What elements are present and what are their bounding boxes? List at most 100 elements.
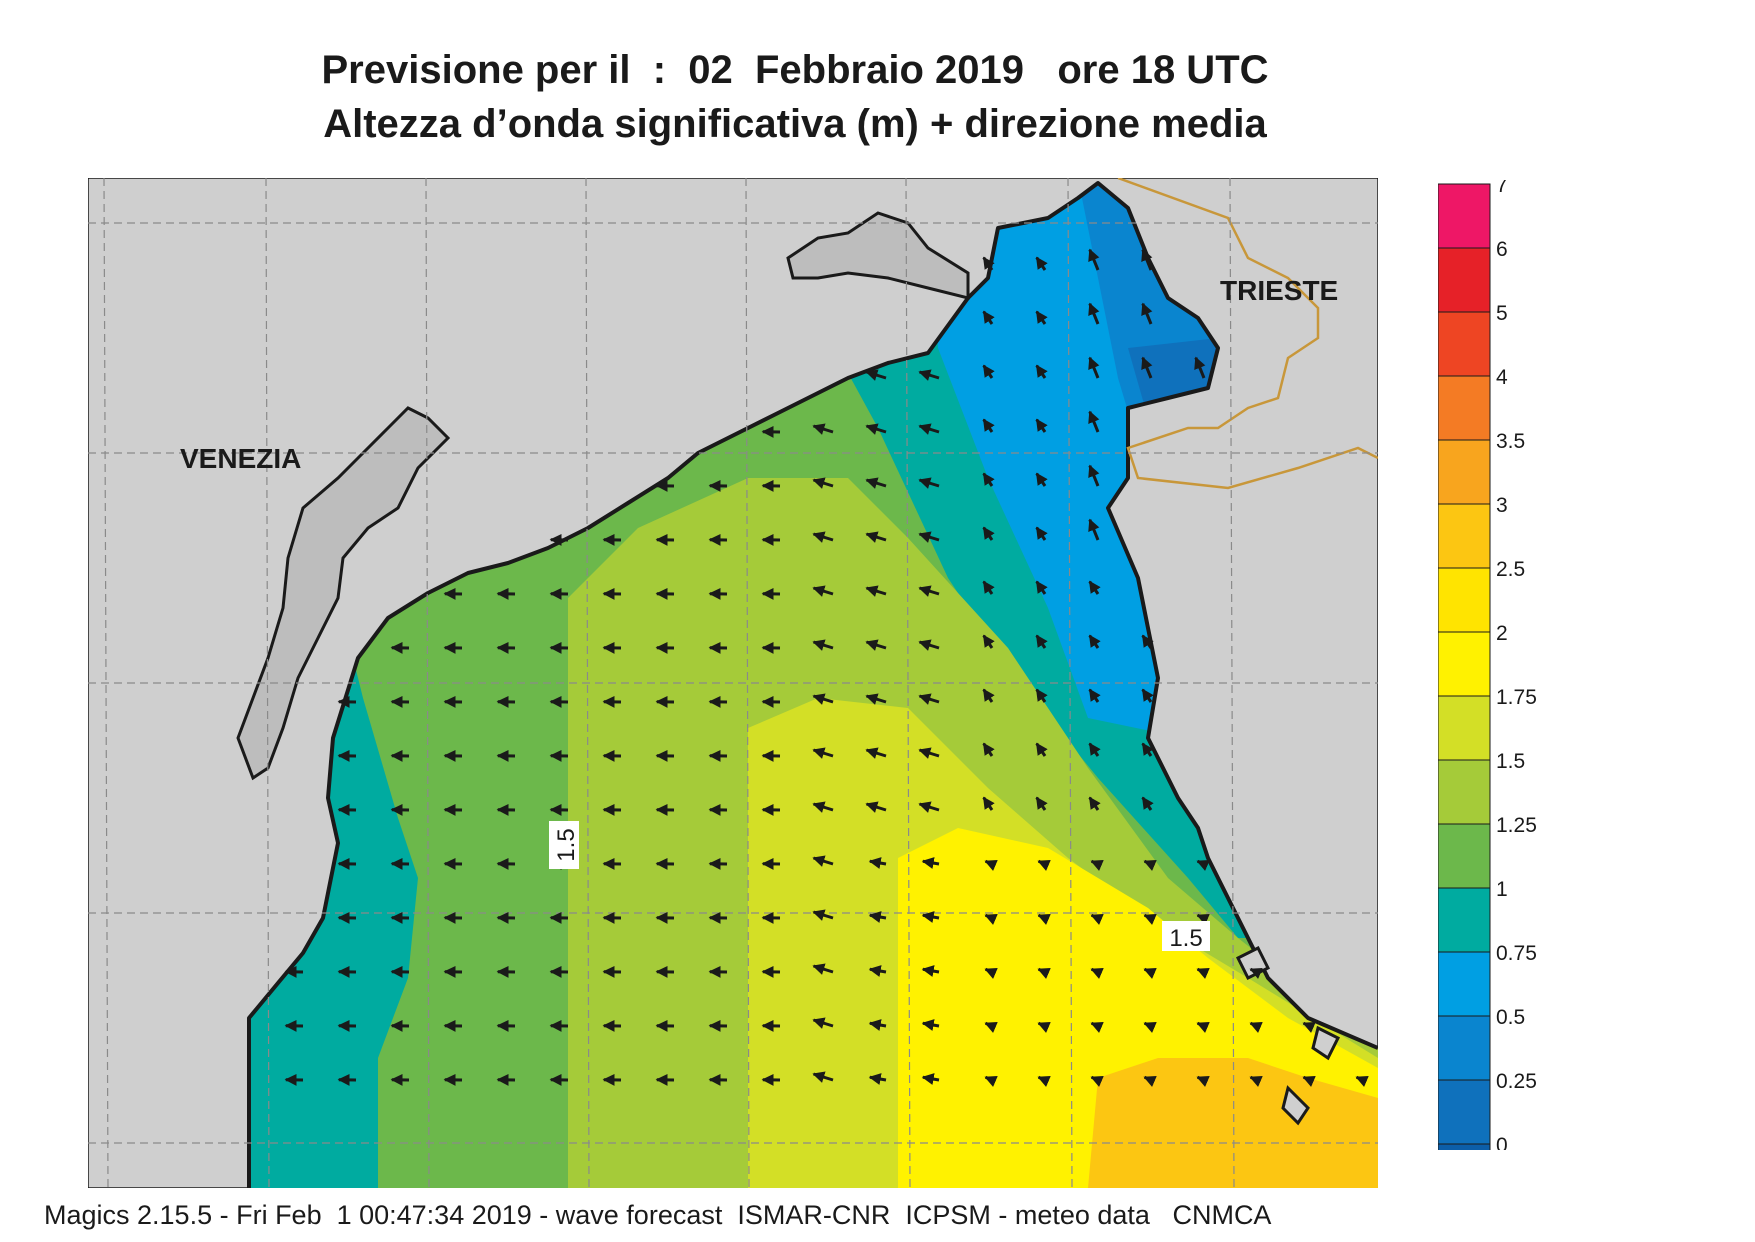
direction-arrow <box>1088 796 1101 811</box>
direction-arrow <box>812 747 834 759</box>
direction-arrow <box>1090 1075 1104 1088</box>
direction-arrow <box>865 801 887 813</box>
direction-arrow <box>1088 302 1100 325</box>
direction-arrow <box>982 634 995 649</box>
legend-swatch <box>1438 823 1491 889</box>
direction-arrow <box>812 693 834 705</box>
direction-arrow <box>1090 967 1104 980</box>
direction-arrow <box>1141 796 1154 811</box>
direction-arrow <box>984 859 998 872</box>
direction-arrow <box>984 1075 998 1088</box>
contour-label-east-text: 1.5 <box>1169 925 1202 952</box>
direction-arrow <box>1090 859 1104 872</box>
direction-arrow <box>1035 796 1048 811</box>
direction-arrow <box>865 423 887 435</box>
direction-arrow <box>1141 634 1154 649</box>
direction-arrow <box>1196 1021 1210 1034</box>
direction-arrow <box>1088 634 1101 649</box>
direction-arrow <box>865 531 887 543</box>
legend-label: 4 <box>1496 366 1508 389</box>
direction-arrow <box>918 693 940 705</box>
direction-arrow <box>868 965 887 977</box>
legend-swatch <box>1438 439 1491 505</box>
direction-arrow <box>1088 580 1101 595</box>
direction-arrow <box>1141 356 1153 379</box>
direction-arrow <box>812 423 834 435</box>
legend-swatch <box>1438 183 1491 249</box>
mean-direction-arrows <box>284 248 1369 1088</box>
direction-arrow <box>918 747 940 759</box>
direction-arrow <box>1035 256 1048 271</box>
direction-arrow <box>982 526 995 541</box>
direction-arrow <box>865 693 887 705</box>
direction-arrow <box>918 801 940 813</box>
border-line <box>1117 178 1378 490</box>
direction-arrow <box>1037 859 1051 872</box>
direction-arrow <box>1035 634 1048 649</box>
legend-label: 1.5 <box>1496 750 1525 773</box>
direction-arrow <box>1088 248 1100 271</box>
direction-arrow <box>1302 1021 1316 1034</box>
legend-swatch <box>1438 311 1491 377</box>
direction-arrow <box>1088 518 1100 541</box>
direction-arrow <box>1249 1021 1263 1034</box>
direction-arrow <box>921 1019 940 1031</box>
coast-detail-north <box>786 211 970 300</box>
direction-arrow <box>1143 859 1157 872</box>
direction-arrow <box>812 963 834 975</box>
legend-label: 1 <box>1496 878 1508 901</box>
direction-arrow <box>812 801 834 813</box>
direction-arrow <box>1088 742 1101 757</box>
lagoon-outline <box>236 406 451 781</box>
legend-label: 2 <box>1496 622 1508 645</box>
legend-swatch <box>1438 247 1491 313</box>
contour-label-west: 1.5 <box>549 821 580 869</box>
direction-arrow <box>921 965 940 977</box>
legend-swatch <box>1438 1015 1491 1081</box>
direction-arrow <box>1035 364 1048 379</box>
legend-label: 0.5 <box>1496 1006 1525 1029</box>
direction-arrow <box>982 418 995 433</box>
direction-arrow <box>1088 688 1101 703</box>
title-line-2: Altezza d’onda significativa (m) + direz… <box>323 102 1267 146</box>
direction-arrow <box>1037 913 1051 926</box>
legend-swatch <box>1438 1079 1491 1145</box>
direction-arrow <box>1037 1075 1051 1088</box>
direction-arrow <box>982 310 995 325</box>
legend-swatch <box>1438 759 1491 825</box>
legend-swatch <box>1438 887 1491 953</box>
direction-arrow <box>982 688 995 703</box>
color-legend: 7 6 5 4 3.5 3 2.5 2 1.75 1.5 1.25 1 0.75 0.5 0.25 0 <box>1438 180 1537 1150</box>
direction-arrow <box>1196 859 1210 872</box>
direction-arrow <box>868 1019 887 1031</box>
direction-arrow <box>868 911 887 923</box>
legend-label: 3.5 <box>1496 430 1525 453</box>
direction-arrow <box>1249 1075 1263 1088</box>
direction-arrow <box>921 911 940 923</box>
direction-arrow <box>1143 1021 1157 1034</box>
legend-label: 7 <box>1496 180 1508 197</box>
city-label-trieste: TRIESTE <box>1220 275 1338 306</box>
coast-detail-south <box>1235 945 1341 1126</box>
legend-swatch <box>1438 567 1491 633</box>
legend-label: 0.75 <box>1496 942 1537 965</box>
direction-arrow <box>1141 248 1153 271</box>
direction-arrow <box>1355 1075 1369 1088</box>
direction-arrow <box>812 855 834 867</box>
direction-arrow <box>868 1073 887 1085</box>
direction-arrow <box>1035 742 1048 757</box>
direction-arrow <box>1143 913 1157 926</box>
contour-label-east: 1.5 <box>1162 921 1210 952</box>
footer-credits: Magics 2.15.5 - Fri Feb 1 00:47:34 2019 … <box>44 1200 1272 1230</box>
direction-arrow <box>1088 410 1100 433</box>
direction-arrow <box>982 580 995 595</box>
direction-arrow <box>921 857 940 869</box>
wave-map: VENEZIA TRIESTE 1.5 1.5 <box>88 178 1378 1188</box>
lat-lon-grid <box>88 178 1378 1188</box>
direction-arrow <box>865 477 887 489</box>
direction-arrow <box>1035 472 1048 487</box>
direction-arrow <box>1035 580 1048 595</box>
legend-label: 5 <box>1496 302 1508 325</box>
direction-arrow <box>1141 742 1154 757</box>
direction-arrow <box>982 256 995 271</box>
